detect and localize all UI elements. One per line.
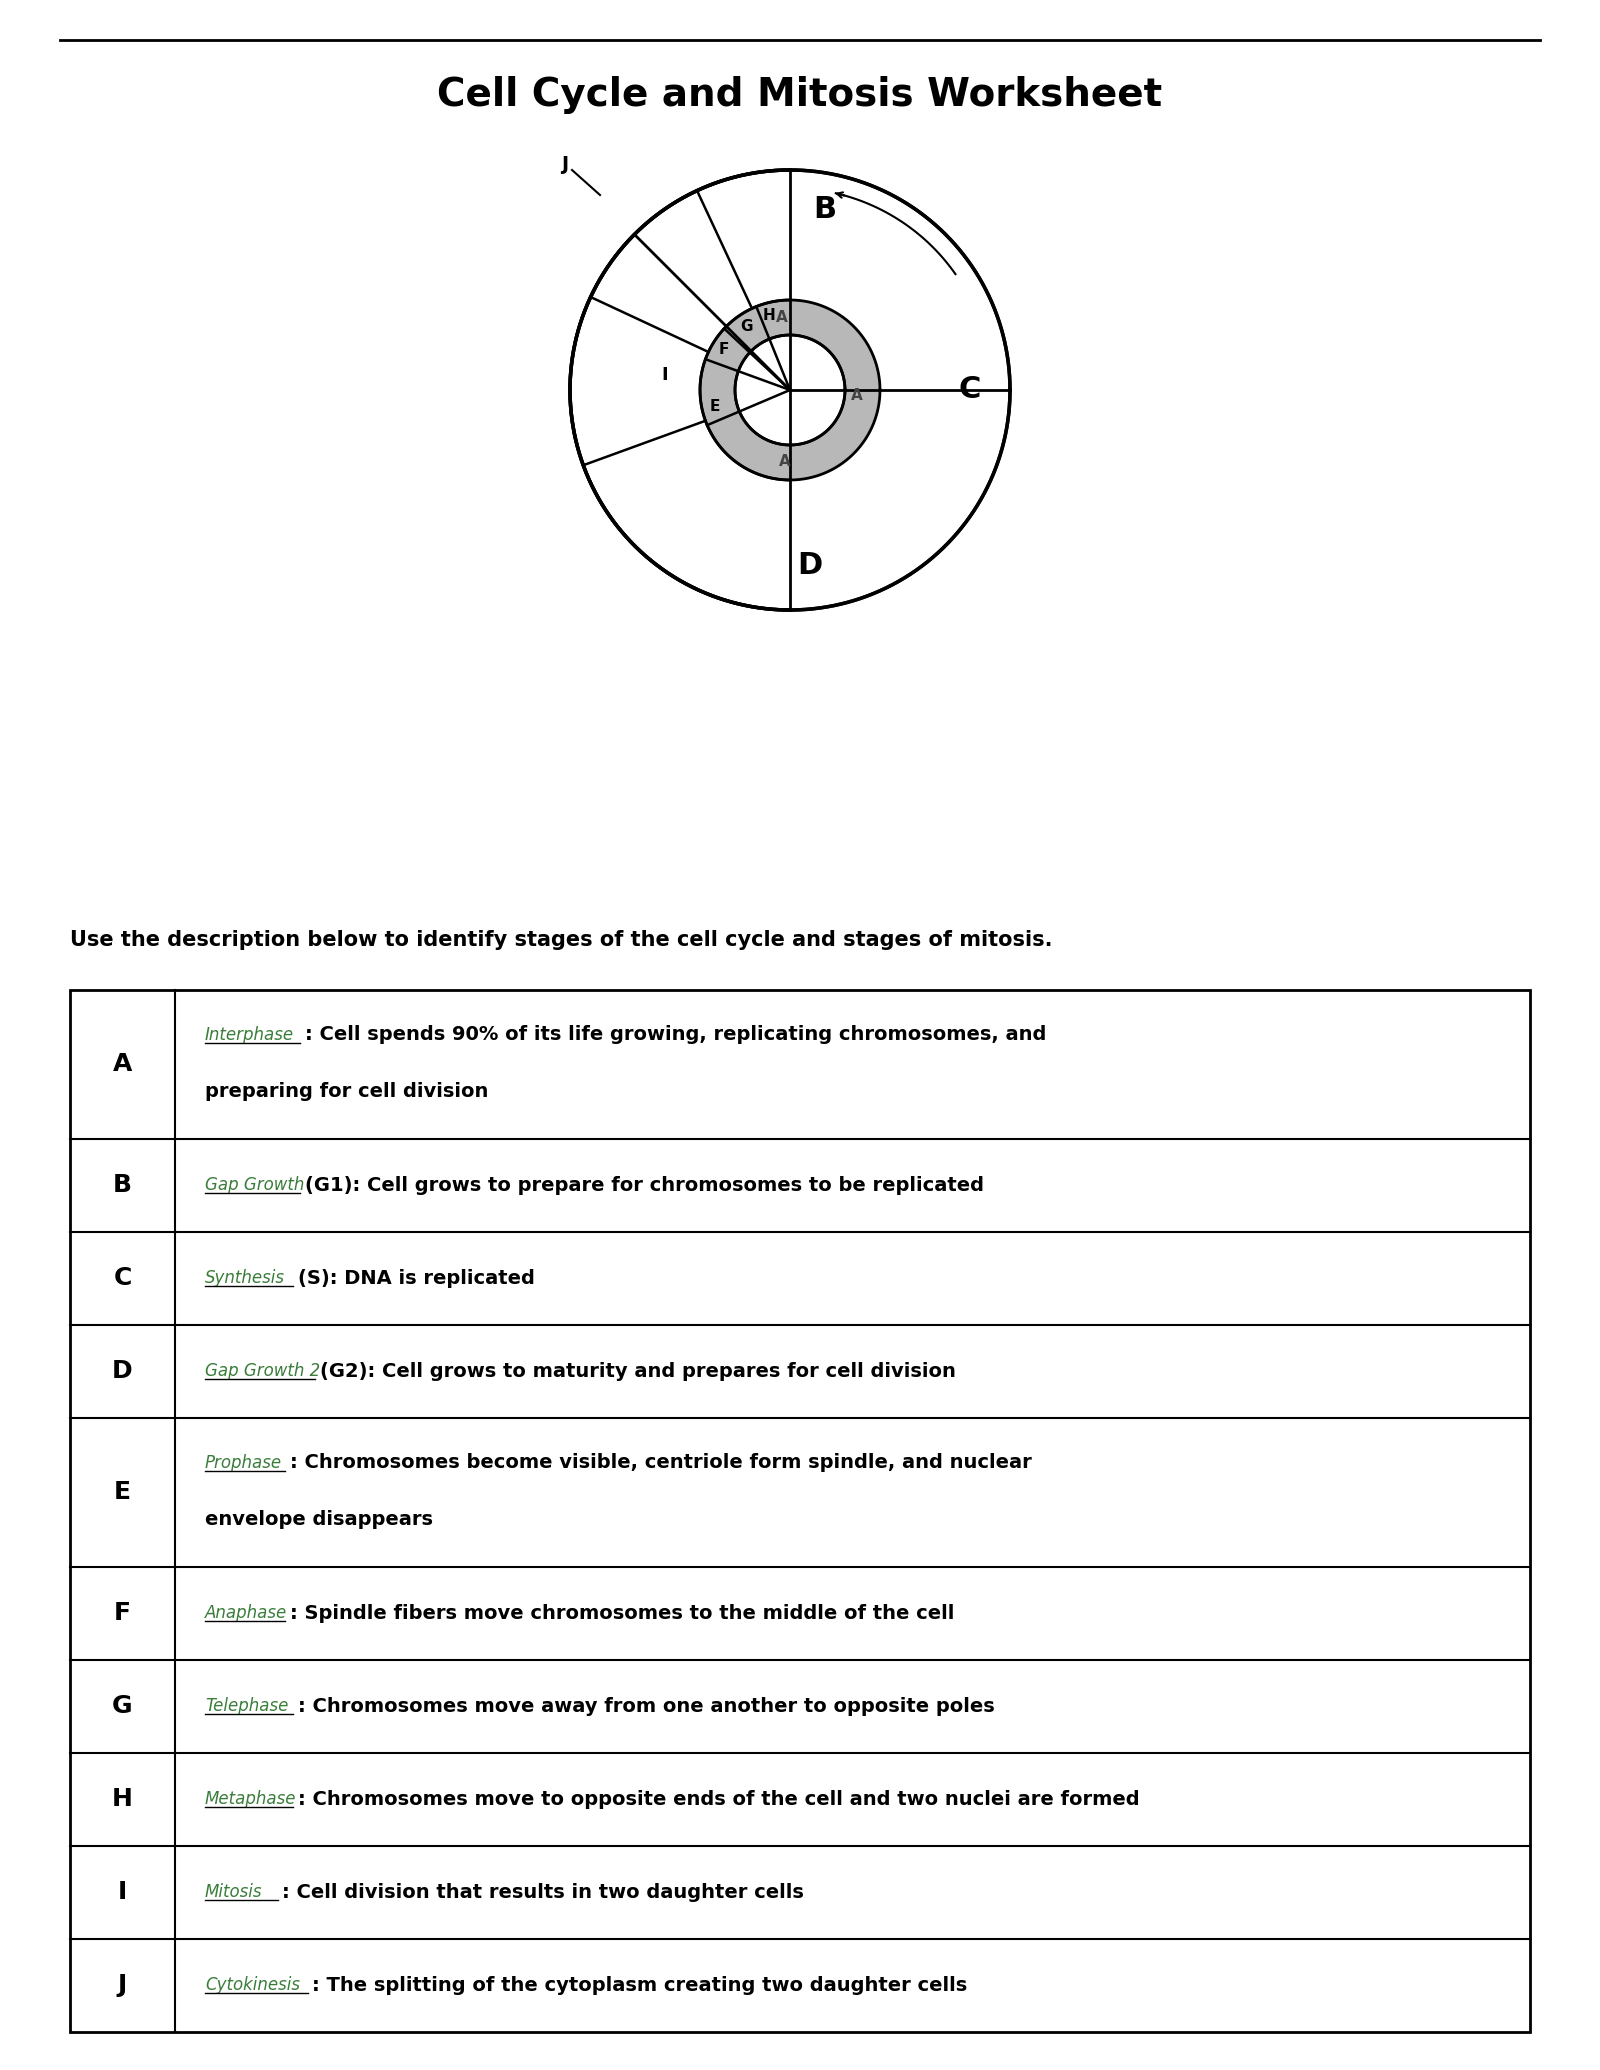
- Text: : Cell division that results in two daughter cells: : Cell division that results in two daug…: [283, 1884, 805, 1902]
- Text: preparing for cell division: preparing for cell division: [205, 1083, 488, 1101]
- Text: Cell Cycle and Mitosis Worksheet: Cell Cycle and Mitosis Worksheet: [437, 77, 1163, 114]
- Text: D: D: [797, 551, 822, 580]
- Text: E: E: [114, 1480, 131, 1505]
- Text: : The splitting of the cytoplasm creating two daughter cells: : The splitting of the cytoplasm creatin…: [312, 1977, 968, 1995]
- Text: A: A: [776, 310, 787, 325]
- Text: I: I: [662, 366, 669, 385]
- Text: G: G: [112, 1695, 133, 1718]
- Text: Mitosis: Mitosis: [205, 1884, 262, 1902]
- Text: E: E: [709, 400, 720, 414]
- Polygon shape: [570, 170, 1010, 611]
- Text: Use the description below to identify stages of the cell cycle and stages of mit: Use the description below to identify st…: [70, 929, 1053, 950]
- Polygon shape: [734, 335, 845, 445]
- Text: F: F: [718, 342, 730, 356]
- Text: : Chromosomes move to opposite ends of the cell and two nuclei are formed: : Chromosomes move to opposite ends of t…: [298, 1791, 1139, 1809]
- Text: H: H: [762, 308, 774, 323]
- Text: J: J: [118, 1973, 126, 1998]
- Text: Metaphase: Metaphase: [205, 1791, 296, 1809]
- Text: Interphase: Interphase: [205, 1025, 294, 1043]
- Bar: [70, 989, 1530, 2033]
- Text: (G2): Cell grows to maturity and prepares for cell division: (G2): Cell grows to maturity and prepare…: [320, 1362, 955, 1381]
- Text: Telephase: Telephase: [205, 1697, 288, 1716]
- Text: C: C: [114, 1267, 131, 1290]
- Text: Cytokinesis: Cytokinesis: [205, 1977, 301, 1995]
- Polygon shape: [701, 300, 880, 480]
- Text: B: B: [813, 195, 837, 224]
- Text: : Chromosomes move away from one another to opposite poles: : Chromosomes move away from one another…: [298, 1697, 994, 1716]
- Text: A: A: [851, 387, 862, 402]
- Text: envelope disappears: envelope disappears: [205, 1509, 434, 1528]
- Text: C: C: [958, 375, 981, 404]
- Text: : Chromosomes become visible, centriole form spindle, and nuclear: : Chromosomes become visible, centriole …: [290, 1453, 1032, 1472]
- Text: H: H: [112, 1786, 133, 1811]
- Text: F: F: [114, 1602, 131, 1625]
- Text: A: A: [114, 1052, 133, 1076]
- Text: Gap Growth: Gap Growth: [205, 1176, 304, 1194]
- Text: (G1): Cell grows to prepare for chromosomes to be replicated: (G1): Cell grows to prepare for chromoso…: [306, 1176, 984, 1194]
- Text: Anaphase: Anaphase: [205, 1604, 288, 1623]
- Text: J: J: [562, 155, 568, 174]
- Text: B: B: [114, 1174, 131, 1196]
- Text: Gap Growth 2: Gap Growth 2: [205, 1362, 320, 1381]
- Text: G: G: [739, 319, 752, 333]
- Text: Prophase: Prophase: [205, 1453, 282, 1472]
- Text: : Spindle fibers move chromosomes to the middle of the cell: : Spindle fibers move chromosomes to the…: [290, 1604, 954, 1623]
- Text: I: I: [118, 1880, 126, 1904]
- Text: : Cell spends 90% of its life growing, replicating chromosomes, and: : Cell spends 90% of its life growing, r…: [306, 1025, 1046, 1043]
- Text: D: D: [112, 1360, 133, 1383]
- Text: (S): DNA is replicated: (S): DNA is replicated: [298, 1269, 534, 1288]
- Text: A: A: [779, 455, 790, 470]
- Text: Synthesis: Synthesis: [205, 1269, 285, 1288]
